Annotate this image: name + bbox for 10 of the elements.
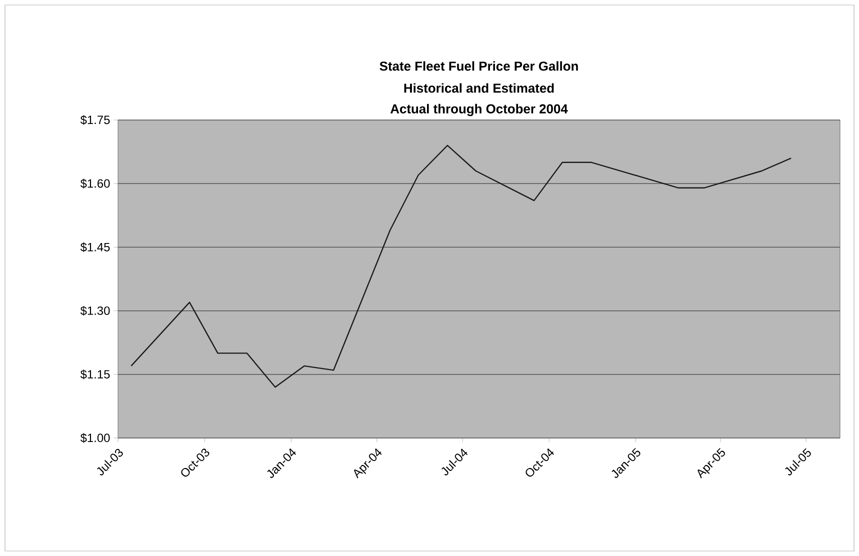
y-tick-label: $1.15 — [80, 370, 110, 380]
y-tick-label: $1.00 — [80, 433, 110, 443]
y-tick-label: $1.60 — [80, 178, 110, 188]
y-tick-label: $1.30 — [80, 306, 110, 316]
chart-subtitle: Historical and Estimated — [404, 83, 554, 93]
chart-title: State Fleet Fuel Price Per Gallon — [380, 61, 578, 71]
text: Actual through October 2004 — [390, 104, 568, 116]
line-series — [130, 144, 792, 388]
y-tick-label: $1.75 — [80, 115, 110, 125]
y-tick-label: $1.45 — [80, 242, 110, 252]
